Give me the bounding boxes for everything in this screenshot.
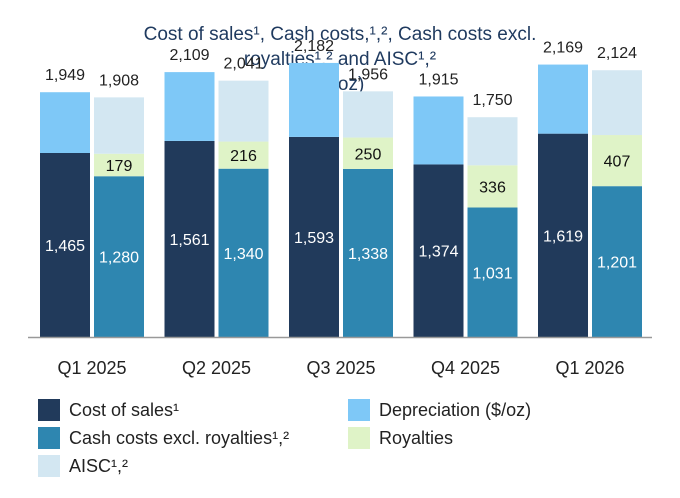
data-label-cost-of-sales-3: 1,374 [418,244,458,261]
legend-item-4: AISC¹,² [38,454,128,478]
legend-item-3: Royalties [348,426,453,450]
bar-aisc-2 [343,91,393,138]
data-label-cash-costs-excl-royalties-1: 1,340 [223,246,263,263]
bar-aisc-3 [467,117,518,166]
bar-depreciation-4 [538,64,588,134]
x-tick-label-2: Q3 2025 [306,358,375,378]
legend-label: Royalties [379,427,454,448]
bar-aisc-0 [94,97,144,154]
total-label-left-3: 1,915 [418,71,458,88]
total-label-left-1: 2,109 [169,47,209,64]
total-label-left-0: 1,949 [45,67,85,84]
x-tick-label-0: Q1 2025 [57,358,126,378]
bar-depreciation-0 [40,92,90,153]
legend-item-0: Cost of sales¹ [38,398,179,422]
legend-item-1: Depreciation ($/oz) [348,398,531,422]
bar-cash-costs-excl-royalties-0 [94,176,144,337]
total-label-right-1: 2,041 [223,56,263,73]
chart-legend: Cost of sales¹ Depreciation ($/oz) Cash co… [38,398,658,494]
data-label-cost-of-sales-1: 1,561 [169,232,209,249]
total-label-right-0: 1,908 [99,72,139,89]
total-label-right-3: 1,750 [472,92,512,109]
data-label-cash-costs-excl-royalties-2: 1,338 [348,246,388,263]
legend-label: AISC¹,² [69,455,129,476]
data-label-cost-of-sales-4: 1,619 [543,228,583,245]
bar-aisc-4 [592,70,642,136]
bar-royalties-3 [467,165,518,208]
bar-cost-of-sales-1 [164,140,215,337]
legend-swatch [38,455,60,477]
data-label-cash-costs-excl-royalties-0: 1,280 [99,250,139,267]
data-label-royalties-2: 250 [355,146,382,163]
bar-cost-of-sales-2 [289,136,339,337]
bar-cost-of-sales-4 [538,133,588,337]
bar-cash-costs-excl-royalties-1 [218,168,269,337]
legend-label: Cost of sales¹ [69,399,180,420]
legend-swatch [38,399,60,421]
legend-label: Cash costs excl. royalties¹,² [69,427,290,448]
legend-swatch [348,399,370,421]
data-label-cash-costs-excl-royalties-4: 1,201 [597,255,637,272]
total-label-left-4: 2,169 [543,40,583,57]
data-label-cash-costs-excl-royalties-3: 1,031 [472,265,512,282]
bar-royalties-4 [592,135,642,187]
bar-cash-costs-excl-royalties-2 [343,168,393,337]
chart-title-line-1: Cost of sales¹, Cash costs,¹,², Cash cos… [143,24,537,45]
x-tick-label-4: Q1 2026 [555,358,624,378]
bar-cost-of-sales-3 [413,164,464,337]
bar-cost-of-sales-0 [40,153,90,337]
total-label-right-4: 2,124 [597,45,637,62]
bar-cash-costs-excl-royalties-4 [592,186,642,337]
total-label-right-2: 1,956 [348,66,388,83]
bar-depreciation-2 [289,62,339,137]
bar-royalties-2 [343,137,393,169]
x-tick-label-1: Q2 2025 [182,358,251,378]
data-label-royalties-1: 216 [230,148,257,165]
stacked-bar-chart: 1,465 1,949 1,280 179 1,908 Q1 2025 1,561 2,109… [28,38,652,378]
data-label-cost-of-sales-0: 1,465 [45,238,85,255]
legend-label: Depreciation ($/oz) [379,399,532,420]
bar-royalties-0 [94,153,144,177]
legend-item-2: Cash costs excl. royalties¹,² [38,426,289,450]
total-label-left-2: 2,182 [294,38,334,55]
bar-depreciation-3 [413,96,464,165]
data-label-cost-of-sales-2: 1,593 [294,230,334,247]
x-tick-label-3: Q4 2025 [431,358,500,378]
bar-royalties-1 [218,141,269,169]
bar-cash-costs-excl-royalties-3 [467,207,518,337]
data-label-royalties-4: 407 [604,154,631,171]
legend-swatch [38,427,60,449]
data-label-royalties-3: 336 [479,179,506,196]
bar-aisc-1 [218,80,269,142]
data-label-royalties-0: 179 [106,158,133,175]
bar-depreciation-1 [164,72,215,141]
legend-swatch [348,427,370,449]
